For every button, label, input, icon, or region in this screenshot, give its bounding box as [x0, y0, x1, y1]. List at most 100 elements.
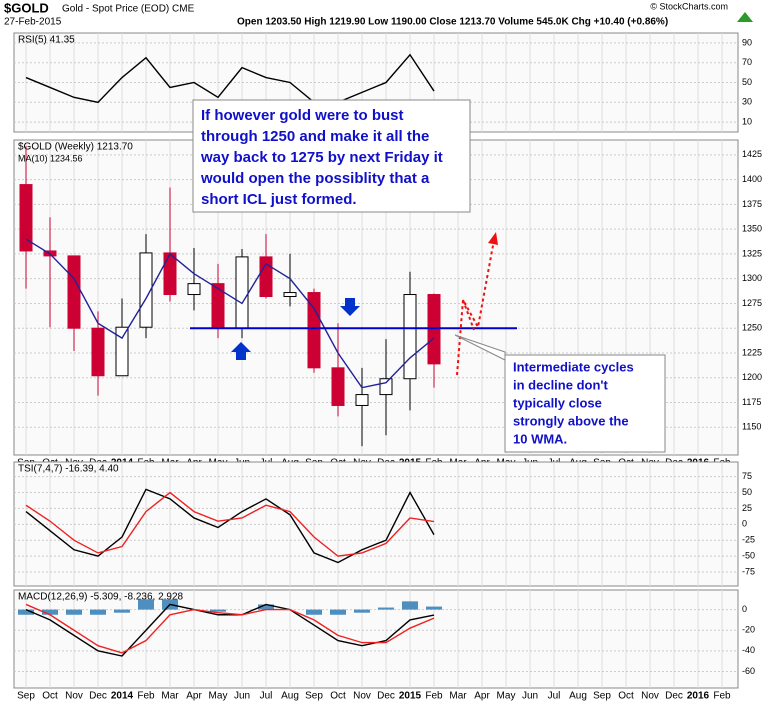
histogram-bar: [378, 607, 394, 610]
x-tick-label: Jul: [548, 691, 561, 702]
x-tick-label: Nov: [65, 691, 83, 702]
y-tick-label: 75: [742, 471, 752, 481]
histogram-bar: [18, 609, 34, 615]
annotation-text: way back to 1275 by next Friday it: [200, 149, 443, 166]
x-tick-label: Jul: [260, 691, 273, 702]
symbol: $GOLD: [4, 0, 49, 15]
y-tick-label: 0: [742, 604, 747, 614]
price-stats: Open 1203.50 High 1219.90 Low 1190.00 Cl…: [237, 17, 668, 28]
y-tick-label: -60: [742, 666, 755, 676]
panel-legend: RSI(5) 41.35: [18, 35, 75, 46]
projection-alt: [462, 299, 475, 331]
y-tick-label: 1150: [742, 422, 761, 432]
credit: © StockCharts.com: [650, 1, 728, 11]
legend-entry: MA(10) 1234.56: [18, 153, 83, 163]
annotation-text: If however gold were to bust: [201, 107, 404, 124]
histogram-bar: [210, 609, 226, 612]
y-tick-label: 1275: [742, 298, 762, 308]
y-tick-label: 0: [742, 519, 747, 529]
annotation-text: strongly above the: [513, 413, 629, 428]
y-tick-label: 1425: [742, 149, 762, 159]
x-tick-label: Sep: [593, 691, 611, 702]
y-tick-label: 50: [742, 77, 752, 87]
candle-body: [115, 326, 129, 377]
histogram-bar: [402, 601, 418, 610]
candle-body: [91, 327, 105, 377]
x-tick-label: Mar: [449, 691, 467, 702]
candle-body: [67, 255, 81, 329]
x-tick-label: May: [209, 691, 228, 702]
candle-body: [163, 252, 177, 296]
panel: [13, 589, 739, 689]
series-line: [25, 238, 435, 389]
histogram-bar: [426, 606, 442, 610]
y-tick-label: 30: [742, 97, 752, 107]
panel-legend: MACD(12,26,9) -5.309, -8.236, 2.928: [18, 592, 184, 603]
candle-body: [379, 378, 393, 396]
y-tick-label: 50: [742, 487, 752, 497]
candle-body: [283, 292, 297, 298]
instrument-name: Gold - Spot Price (EOD) CME: [62, 4, 195, 15]
y-tick-label: 25: [742, 503, 752, 513]
histogram-bar: [114, 609, 130, 613]
x-tick-label: Dec: [89, 691, 107, 702]
candle-body: [355, 394, 369, 406]
x-tick-label: Jun: [234, 691, 250, 702]
x-tick-label: Oct: [618, 691, 634, 702]
y-tick-label: 1200: [742, 372, 762, 382]
x-tick-label: Mar: [161, 691, 179, 702]
y-tick-label: -50: [742, 550, 755, 560]
y-tick-label: 1350: [742, 224, 762, 234]
x-tick-label: Oct: [42, 691, 58, 702]
x-tick-label: 2016: [687, 691, 710, 702]
y-tick-label: -25: [742, 535, 755, 545]
y-tick-label: 1400: [742, 174, 762, 184]
candle-body: [403, 294, 417, 380]
histogram-bar: [258, 604, 274, 610]
x-tick-label: Nov: [353, 691, 371, 702]
y-tick-label: 1175: [742, 397, 761, 407]
y-tick-label: 1300: [742, 273, 762, 283]
projection-head: [488, 232, 498, 245]
x-tick-label: Dec: [377, 691, 395, 702]
y-tick-label: 10: [742, 116, 752, 126]
candle-body: [211, 283, 225, 329]
candle-body: [259, 256, 273, 298]
candle-body: [307, 292, 321, 369]
panel-legend: $GOLD (Weekly) 1213.70: [18, 142, 133, 153]
x-tick-label: Feb: [137, 691, 155, 702]
x-tick-label: 2014: [111, 691, 134, 702]
histogram-bar: [138, 599, 154, 610]
histogram-bar: [354, 609, 370, 613]
candle-body: [139, 252, 153, 328]
candle-body: [235, 256, 249, 329]
date: 27-Feb-2015: [4, 17, 62, 28]
series-line: [25, 603, 435, 657]
x-tick-label: 2015: [399, 691, 422, 702]
annotation-text: through 1250 and make it all the: [201, 128, 429, 145]
y-tick-label: 1225: [742, 347, 762, 357]
x-tick-label: Feb: [713, 691, 731, 702]
y-tick-label: 1250: [742, 323, 762, 333]
y-tick-label: -75: [742, 566, 755, 576]
x-tick-label: Dec: [665, 691, 683, 702]
arrow-down: [340, 298, 360, 316]
x-tick-label: Apr: [186, 691, 202, 702]
y-tick-label: -20: [742, 625, 755, 635]
series-line: [25, 53, 435, 104]
candle-body: [331, 367, 345, 406]
annotation-text: Intermediate cycles: [513, 359, 634, 374]
arrow-up: [231, 342, 251, 360]
x-tick-label: Apr: [474, 691, 490, 702]
x-tick-label: Sep: [305, 691, 323, 702]
y-tick-label: -40: [742, 645, 755, 655]
candle-body: [187, 283, 201, 296]
annotation-text: would open the possiblity that a: [200, 170, 430, 187]
histogram-bar: [42, 609, 58, 615]
panel-legend: TSI(7,4,7) -16.39, 4.40: [18, 464, 119, 475]
series-line: [25, 603, 435, 654]
x-tick-label: Nov: [641, 691, 659, 702]
x-tick-label: Aug: [281, 691, 299, 702]
